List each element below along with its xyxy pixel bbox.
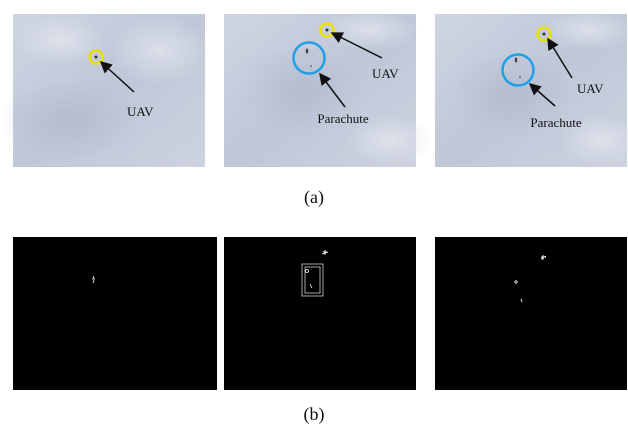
label: UAV	[127, 104, 154, 119]
label: Parachute	[317, 111, 368, 126]
label: UAV	[372, 66, 399, 81]
caption: (a)	[304, 187, 324, 208]
photo-2: UAV Parachute	[224, 10, 435, 167]
caption: (b)	[304, 404, 325, 425]
mask-3	[435, 237, 627, 390]
figure: UAV UAV Parachute UAV Parachute (a)	[0, 0, 628, 428]
mask-1	[13, 237, 217, 390]
label: Parachute	[530, 115, 581, 130]
page: {"panels": [ {"labels": ["UAV"]}, {"labe…	[0, 0, 628, 428]
mask-2	[224, 237, 416, 390]
label: UAV	[577, 81, 604, 96]
photo-1: UAV	[0, 14, 210, 167]
photo-3: UAV Parachute	[435, 10, 628, 167]
